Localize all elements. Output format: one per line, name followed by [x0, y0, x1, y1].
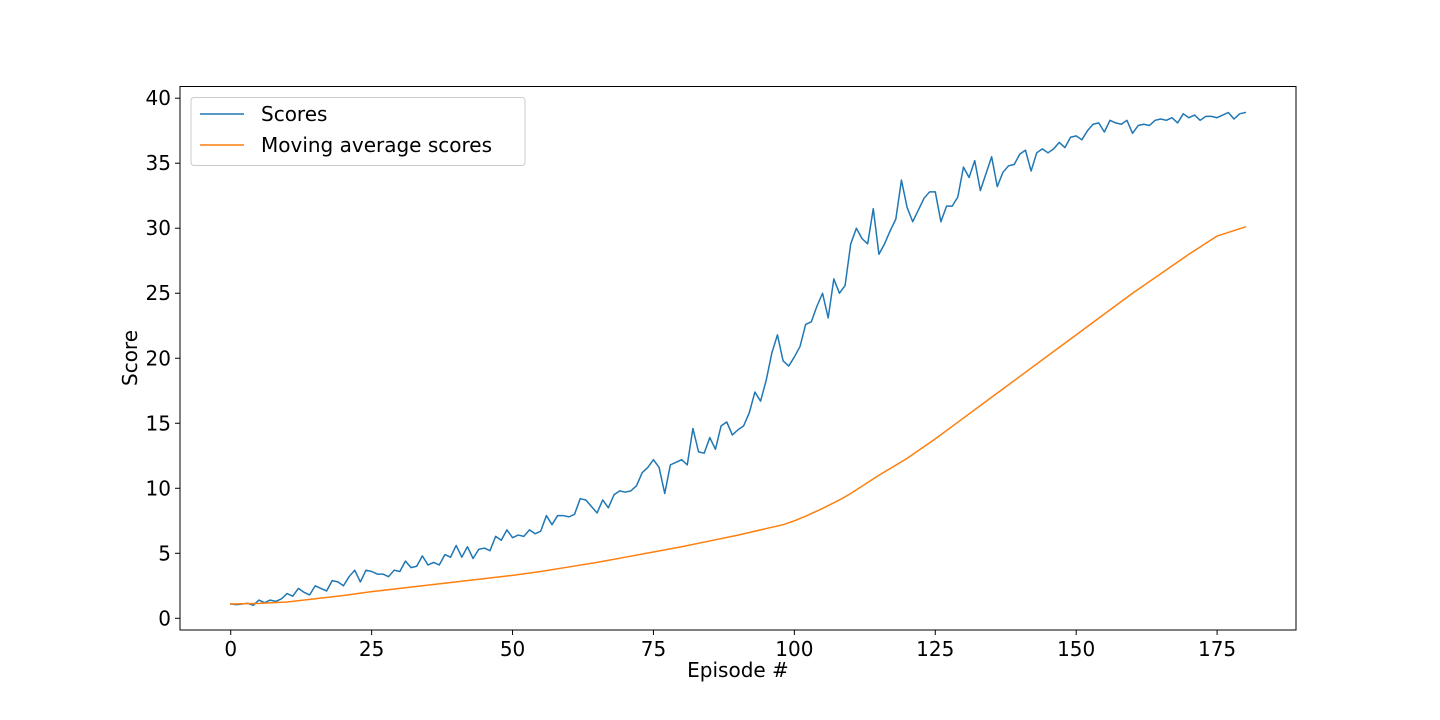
y-tick-label: 25 — [146, 281, 171, 305]
x-tick-label: 150 — [1057, 637, 1095, 661]
legend-label-scores: Scores — [261, 102, 327, 126]
y-tick-label: 5 — [158, 541, 171, 565]
y-tick-label: 35 — [146, 151, 171, 175]
y-axis-ticks: 0 5 10 15 20 25 30 35 40 — [146, 86, 180, 630]
y-tick-label: 30 — [146, 216, 171, 240]
x-axis-label: Episode # — [687, 658, 789, 682]
legend: Scores Moving average scores — [190, 97, 526, 166]
series-lines — [229, 111, 1247, 607]
x-axis-ticks: 0 25 50 75 100 125 150 175 — [224, 630, 1236, 661]
x-tick-label: 100 — [775, 637, 813, 661]
y-axis-label: Score — [118, 330, 142, 386]
x-tick-label: 175 — [1198, 637, 1236, 661]
y-tick-label: 15 — [146, 411, 171, 435]
x-tick-label: 75 — [641, 637, 666, 661]
y-tick-label: 20 — [146, 346, 171, 370]
y-tick-label: 0 — [158, 606, 171, 630]
legend-box — [190, 97, 526, 166]
x-tick-label: 50 — [500, 637, 525, 661]
x-tick-label: 25 — [359, 637, 384, 661]
y-tick-label: 40 — [146, 86, 171, 110]
moving-average-series-line — [229, 225, 1247, 605]
x-tick-label: 125 — [916, 637, 954, 661]
x-tick-label: 0 — [224, 637, 237, 661]
scores-series-line — [229, 111, 1247, 607]
plot-frame — [179, 86, 1297, 631]
legend-label-moving-average: Moving average scores — [261, 133, 492, 157]
y-tick-label: 10 — [146, 476, 171, 500]
